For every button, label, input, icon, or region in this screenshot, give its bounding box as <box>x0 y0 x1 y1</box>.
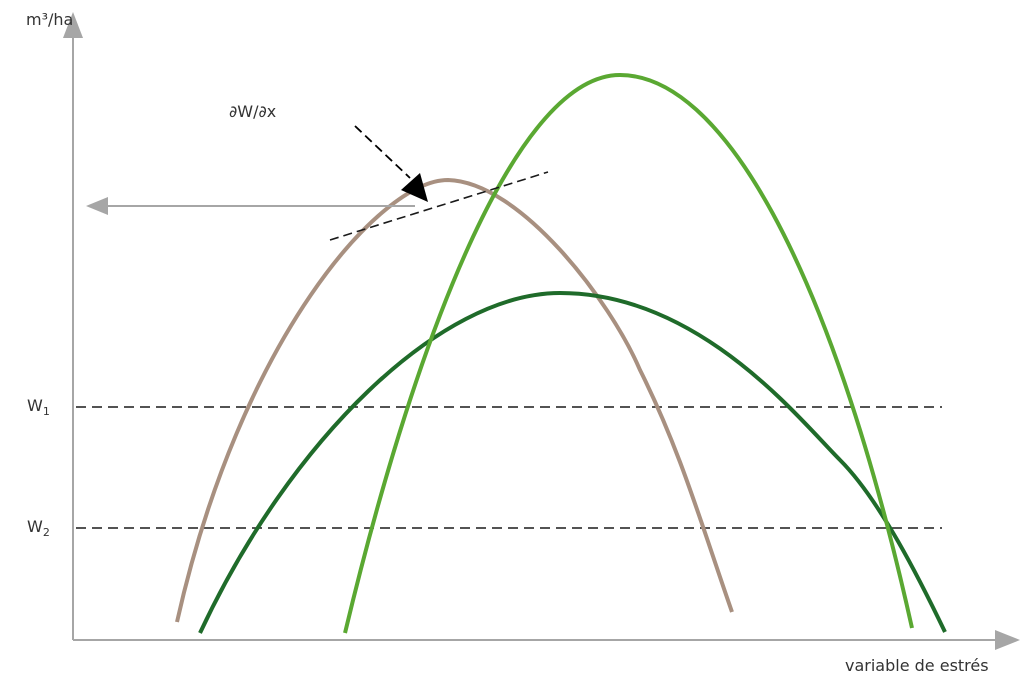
tangent-line <box>329 171 549 241</box>
w2-label: W2 <box>27 517 50 539</box>
x-axis-label: variable de estrés <box>845 656 989 675</box>
light-green-response-curve <box>343 72 914 634</box>
gray-arrow-to-y-axis <box>86 197 415 215</box>
y-axis-label: m³/ha <box>26 10 74 29</box>
y-axis-arrowhead <box>63 12 83 38</box>
dark-green-response-curve <box>198 290 947 634</box>
derivative-label: ∂W/∂x <box>229 102 277 121</box>
w1-label: W1 <box>27 396 50 418</box>
derivative-arrow-shaft <box>354 125 411 179</box>
w1-label-subscript: 1 <box>42 405 50 418</box>
derivative-pointer-arrow <box>354 125 428 202</box>
axes <box>63 12 1020 650</box>
gray-arrowhead <box>86 197 108 215</box>
w2-label-base: W <box>27 517 43 536</box>
derivative-arrowhead <box>401 173 428 202</box>
x-axis-arrowhead <box>995 630 1020 650</box>
brown-response-curve <box>175 177 734 623</box>
w1-label-base: W <box>27 396 43 415</box>
w2-label-subscript: 2 <box>42 526 50 539</box>
